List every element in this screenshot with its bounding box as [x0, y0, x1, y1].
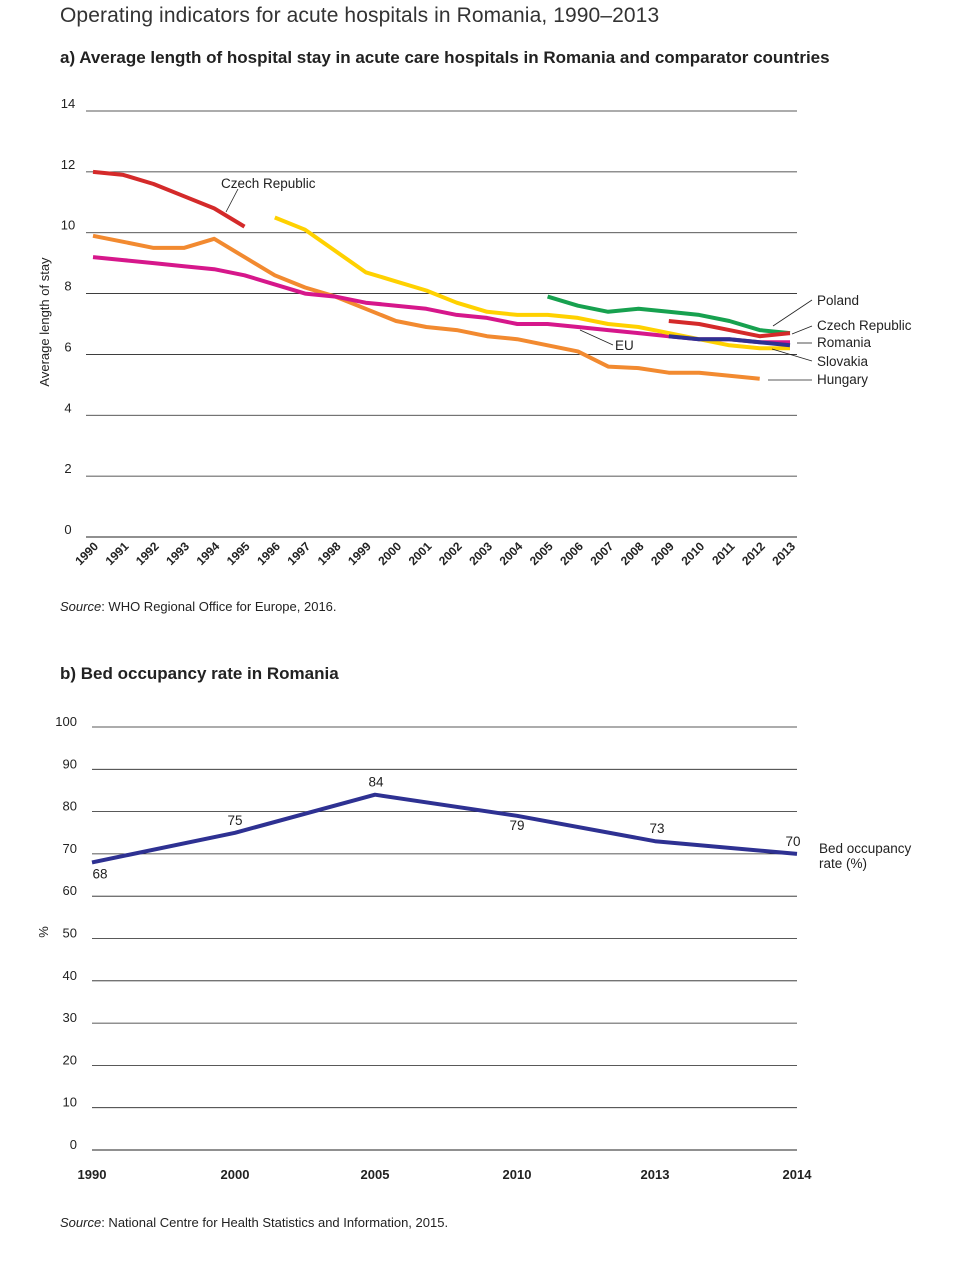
- y-tick-4: 4: [64, 400, 71, 415]
- source-b-text: : National Centre for Health Statistics …: [101, 1215, 449, 1230]
- x-tick-2008: 2008: [618, 539, 647, 568]
- x-tick-1991: 1991: [103, 539, 132, 568]
- leader-poland: [772, 299, 813, 327]
- x-tick-1999: 1999: [345, 539, 374, 568]
- leader-czech-republic-early: [225, 188, 239, 213]
- x-tick-2007: 2007: [588, 539, 617, 568]
- x-tick-1995: 1995: [224, 539, 253, 568]
- y-tick-b-30: 30: [63, 1010, 77, 1025]
- x-tick-1990: 1990: [72, 539, 101, 568]
- y-tick-b-0: 0: [70, 1137, 77, 1152]
- source-a-text: : WHO Regional Office for Europe, 2016.: [101, 599, 337, 614]
- series-bed-occupancy-line: [91, 792, 798, 865]
- value-label-1990: 68: [92, 866, 107, 881]
- label-poland: Poland: [817, 293, 859, 308]
- x-tick-2001: 2001: [406, 539, 435, 568]
- label-slovakia: Slovakia: [817, 354, 869, 369]
- chart-a-gridlines: [86, 110, 797, 538]
- value-label-2005: 84: [368, 775, 384, 790]
- label-hungary: Hungary: [817, 372, 868, 387]
- source-b-label: Source: [60, 1215, 102, 1230]
- chart-a-x-ticks: 1990 1991 1992 1993 1994 1995 1996 1997 1998 1999…: [72, 539, 798, 568]
- y-tick-b-90: 90: [63, 756, 77, 771]
- chart-b-y-ticks: 0 10 20 30 40 50 60 70 80 90 100: [55, 714, 77, 1152]
- x-tick-2000: 2000: [375, 539, 404, 568]
- chart-b-value-labels: 68 75 84 79 73 70: [92, 775, 800, 882]
- y-tick-6: 6: [64, 339, 71, 354]
- y-tick-b-20: 20: [63, 1052, 77, 1067]
- value-label-2010: 79: [509, 818, 524, 833]
- chart-a-series: [92, 169, 791, 381]
- y-tick-14: 14: [61, 96, 75, 111]
- label-eu: EU: [615, 338, 634, 353]
- label-czech-republic-late: Czech Republic: [817, 318, 912, 333]
- chart-b-series-label-line2: rate (%): [819, 856, 867, 871]
- chart-b-series: [91, 792, 798, 865]
- leader-slovakia: [771, 348, 813, 362]
- x-tick-1996: 1996: [254, 539, 283, 568]
- x-tick-2010: 2010: [678, 539, 707, 568]
- chart-b-x-ticks: 1990 2000 2005 2010 2013 2014: [78, 1167, 813, 1182]
- leader-czech-republic-late: [791, 325, 813, 335]
- label-romania: Romania: [817, 335, 872, 350]
- x-tick-1993: 1993: [163, 539, 192, 568]
- label-czech-republic-early: Czech Republic: [221, 176, 316, 191]
- x-tick-2002: 2002: [436, 539, 465, 568]
- x-tick-2011: 2011: [709, 539, 738, 568]
- x-tick-b-2000: 2000: [221, 1167, 250, 1182]
- value-label-2013: 73: [649, 821, 664, 836]
- x-tick-b-2014: 2014: [783, 1167, 813, 1182]
- x-tick-2004: 2004: [497, 539, 526, 568]
- chart-a-title: a) Average length of hospital stay in ac…: [60, 48, 830, 67]
- x-tick-2005: 2005: [527, 539, 556, 568]
- y-tick-b-80: 80: [63, 799, 77, 814]
- y-tick-b-70: 70: [63, 841, 77, 856]
- y-tick-b-50: 50: [63, 926, 77, 941]
- x-tick-2012: 2012: [739, 539, 768, 568]
- y-tick-b-40: 40: [63, 968, 77, 983]
- y-tick-12: 12: [61, 157, 75, 172]
- figure-title: Operating indicators for acute hospitals…: [60, 4, 660, 27]
- chart-a-plot: 0 2 4 6 8 10 12 14 1990 1991 1992 1993 1994 1995 1996…: [37, 96, 912, 568]
- x-tick-1994: 1994: [194, 539, 223, 568]
- y-tick-8: 8: [64, 279, 71, 294]
- x-tick-b-1990: 1990: [78, 1167, 107, 1182]
- chart-b-series-label-line1: Bed occupancy: [819, 841, 912, 856]
- series-czech-republic-line-1: [668, 319, 791, 339]
- source-note-a: Source: WHO Regional Office for Europe, …: [60, 599, 337, 614]
- chart-b-y-axis-label: %: [36, 926, 51, 938]
- value-label-2000: 75: [227, 813, 242, 828]
- chart-a-y-axis-label: Average length of stay: [37, 257, 52, 387]
- source-a-label: Source: [60, 599, 102, 614]
- x-tick-1998: 1998: [315, 539, 344, 568]
- y-tick-10: 10: [61, 218, 75, 233]
- y-tick-b-100: 100: [55, 714, 77, 729]
- x-tick-1992: 1992: [133, 539, 162, 568]
- x-tick-2009: 2009: [648, 539, 677, 568]
- leader-eu: [579, 329, 614, 346]
- chart-a-y-ticks: 0 2 4 6 8 10 12 14: [61, 96, 75, 537]
- y-tick-2: 2: [64, 461, 71, 476]
- x-tick-2013: 2013: [769, 539, 798, 568]
- x-tick-b-2013: 2013: [641, 1167, 670, 1182]
- x-tick-2003: 2003: [466, 539, 495, 568]
- chart-b-title: b) Bed occupancy rate in Romania: [60, 664, 339, 683]
- x-tick-b-2010: 2010: [503, 1167, 532, 1182]
- y-tick-b-60: 60: [63, 883, 77, 898]
- series-czech-republic-line-0: [92, 169, 246, 229]
- y-tick-b-10: 10: [63, 1095, 77, 1110]
- series-romania-line-0: [668, 334, 791, 348]
- value-label-2014: 70: [785, 834, 800, 849]
- chart-b-gridlines: [92, 726, 797, 1151]
- chart-a-leader-lines: [225, 188, 813, 381]
- series-hungary-line-0: [92, 233, 760, 381]
- x-tick-2006: 2006: [557, 539, 586, 568]
- y-tick-0: 0: [64, 522, 71, 537]
- x-tick-b-2005: 2005: [361, 1167, 390, 1182]
- source-note-b: Source: National Centre for Health Stati…: [60, 1215, 448, 1230]
- series-poland-line-0: [547, 294, 791, 336]
- x-tick-1997: 1997: [284, 539, 313, 568]
